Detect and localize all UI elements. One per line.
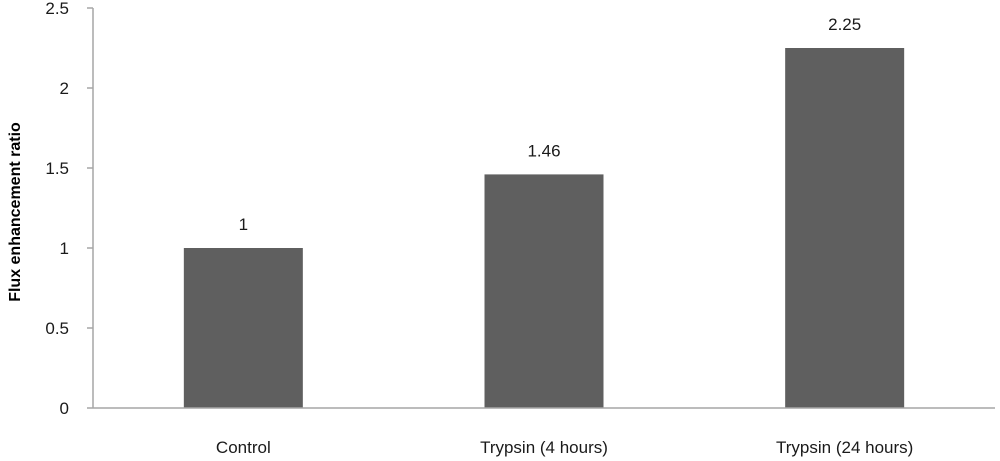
x-category-label: Trypsin (4 hours) <box>480 438 608 457</box>
y-tick-label: 1.5 <box>45 159 69 178</box>
bar <box>484 174 604 408</box>
x-axis-category-labels: Control Trypsin (4 hours) Trypsin (24 hour… <box>216 438 913 457</box>
y-tick-label: 0.5 <box>45 319 69 338</box>
bars <box>183 48 905 408</box>
bar-data-label: 2.25 <box>828 15 861 34</box>
data-labels: 1 1.46 2.25 <box>239 15 862 234</box>
y-tick-label: 2 <box>60 79 69 98</box>
bar-data-label: 1 <box>239 215 248 234</box>
bar <box>785 48 905 408</box>
x-category-label: Trypsin (24 hours) <box>776 438 913 457</box>
y-tick-label: 1 <box>60 239 69 258</box>
y-axis-title: Flux enhancement ratio <box>7 122 24 302</box>
y-tick-label: 0 <box>60 399 69 418</box>
bar-data-label: 1.46 <box>527 141 560 160</box>
y-axis-title-group: Flux enhancement ratio <box>7 122 24 302</box>
x-category-label: Control <box>216 438 271 457</box>
bar <box>183 248 303 408</box>
y-axis-ticks: 0 0.5 1 1.5 2 2.5 <box>45 0 93 418</box>
y-tick-label: 2.5 <box>45 0 69 18</box>
